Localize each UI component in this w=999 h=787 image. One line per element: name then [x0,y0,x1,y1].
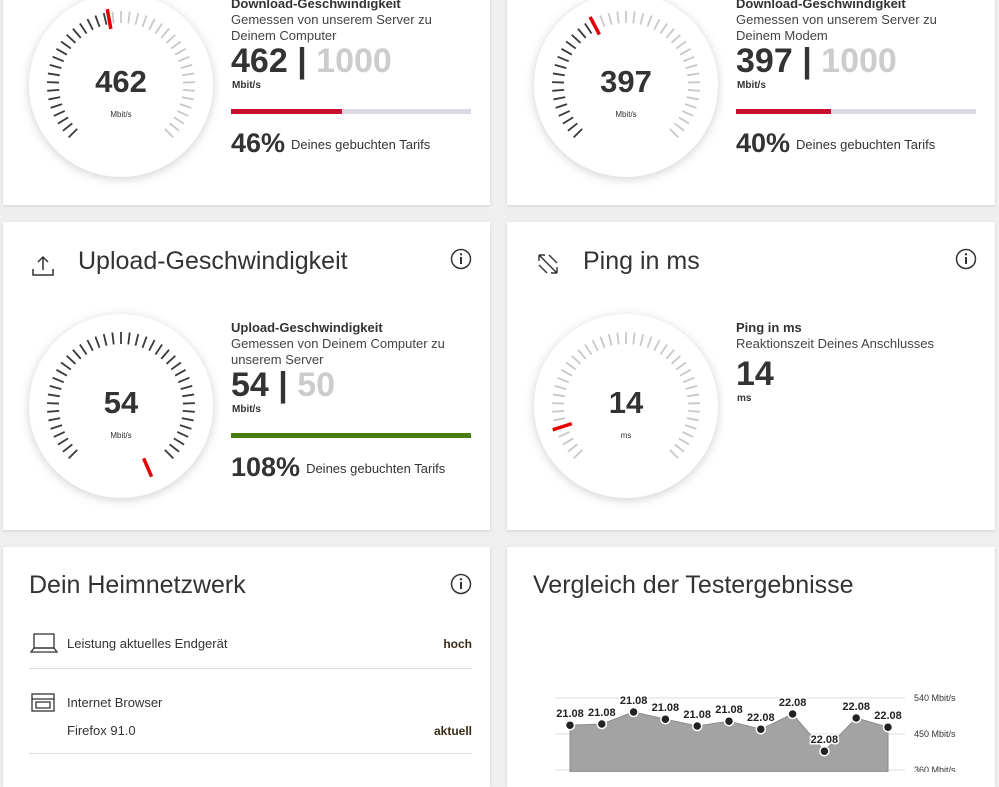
point-label: 22.08 [874,710,902,722]
data-point [693,722,702,731]
gauge-tick [47,411,59,412]
speed-unit: Mbit/s [737,80,766,91]
progress-track [231,109,471,114]
data-point [756,725,765,734]
data-point [566,721,575,730]
point-label: 22.08 [747,712,775,724]
measured: 462 [231,42,288,80]
gauge-tick [552,90,564,91]
data-point [884,723,893,732]
gauge-unit: Mbit/s [615,110,636,119]
point-label: 21.08 [683,709,711,721]
data-point [597,720,606,729]
data-point [820,747,829,756]
card-title: Download-Geschwindigkeit [231,0,401,11]
percent-text: Deines gebuchten Tarifs [796,137,935,152]
progress-track [736,109,976,114]
y-tick-label: 360 Mbit/s [914,765,956,772]
card-subtitle: Gemessen von Deinem Computer zu unserem … [231,336,471,368]
gauge-tick [688,411,700,412]
percent: 46% Deines gebuchten Tarifs [231,128,430,159]
percent-text: Deines gebuchten Tarifs [306,461,445,476]
gauge-value: 54 [104,385,139,420]
speed-unit: Mbit/s [232,80,261,91]
speed-value: 462 | 1000 [231,42,392,81]
gauge-unit: Mbit/s [110,110,131,119]
gauge-unit: ms [621,431,632,440]
booked: 50 [297,366,335,404]
percent-text: Deines gebuchten Tarifs [291,137,430,152]
gauge-tick [183,90,195,91]
point-label: 22.08 [842,701,870,713]
separator: | [802,42,812,80]
card-title: Upload-Geschwindigkeit [231,320,383,335]
card-subtitle: Gemessen von unserem Server zu Deinem Mo… [736,12,976,44]
data-point [629,708,638,717]
gauge-value: 397 [600,64,652,99]
point-label: 21.08 [620,695,648,707]
point-label: 21.08 [715,704,743,716]
point-label: 22.08 [779,697,807,709]
data-point [788,710,797,719]
gauge-value: 462 [95,64,147,99]
point-label: 22.08 [811,734,839,746]
separator: | [297,42,307,80]
gauge-unit: Mbit/s [110,431,131,440]
percent-value: 40% [736,128,790,158]
gauge-tick [688,90,700,91]
y-tick-label: 450 Mbit/s [914,729,956,739]
data-point [725,717,734,726]
gauge-tick [47,90,59,91]
point-label: 21.08 [652,702,680,714]
point-label: 21.08 [556,708,584,720]
gauge: 462 Mbit/s [21,0,221,185]
percent: 40% Deines gebuchten Tarifs [736,128,935,159]
gauge-tick [552,411,564,412]
percent: 108% Deines gebuchten Tarifs [231,452,445,483]
speed-value: 397 | 1000 [736,42,897,81]
measured: 54 [231,366,269,404]
gauge: 14 ms [526,306,726,506]
data-point [661,715,670,724]
progress-fill [231,109,342,114]
booked: 1000 [316,42,392,80]
gauge-value: 14 [609,385,644,420]
card-subtitle: Gemessen von unserem Server zu Deinem Co… [231,12,471,44]
percent-value: 46% [231,128,285,158]
card-title: Download-Geschwindigkeit [736,0,906,11]
point-label: 21.08 [588,707,616,719]
gauge-tick [183,411,195,412]
speed-value: 54 | 50 [231,366,335,405]
gauge: 397 Mbit/s [526,0,726,185]
percent-value: 108% [231,452,300,482]
progress-track [231,433,471,438]
data-point [852,714,861,723]
booked: 1000 [821,42,897,80]
y-tick-label: 540 Mbit/s [914,693,956,703]
progress-fill [736,109,831,114]
speed-unit: Mbit/s [232,404,261,415]
separator: | [278,366,288,404]
progress-fill [231,433,471,438]
measured: 397 [736,42,793,80]
gauge: 54 Mbit/s [21,306,221,506]
